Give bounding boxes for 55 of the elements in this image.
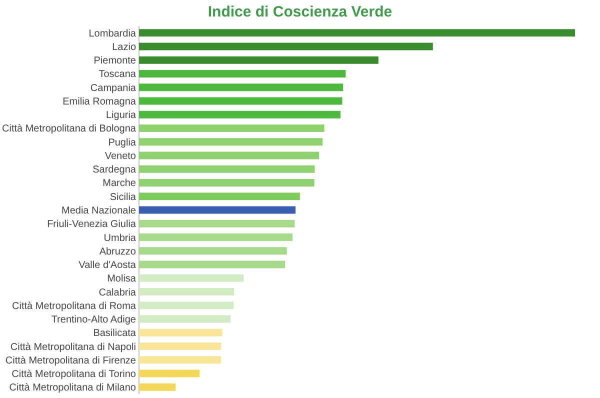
y-tick-label: Campania xyxy=(90,82,136,94)
y-tick-label: Città Metropolitana di Firenze xyxy=(5,355,136,366)
bar xyxy=(139,29,576,37)
y-tick-label: Città Metropolitana di Torino xyxy=(12,369,136,380)
bar xyxy=(139,97,342,105)
bar xyxy=(139,165,315,173)
y-tick-label: Toscana xyxy=(98,69,136,80)
y-tick-label: Lombardia xyxy=(88,28,136,40)
bar xyxy=(139,288,234,296)
y-tick-label: Friuli-Venezia Giulia xyxy=(47,219,136,230)
bar xyxy=(139,260,286,268)
y-tick-label: Sardegna xyxy=(92,164,136,176)
bar xyxy=(139,247,287,255)
bar xyxy=(139,56,378,64)
bar xyxy=(139,328,222,336)
bar xyxy=(139,315,231,323)
bar xyxy=(139,110,340,118)
y-tick-label: Città Metropolitana di Bologna xyxy=(2,124,136,135)
bar xyxy=(139,192,300,200)
bar xyxy=(139,178,314,186)
bar xyxy=(139,342,221,350)
bar xyxy=(139,42,433,50)
bar xyxy=(139,206,296,214)
y-tick-label: Città Metropolitana di Napoli xyxy=(10,342,136,353)
y-tick-label: Città Metropolitana di Roma xyxy=(12,300,136,312)
y-tick-label: Piemonte xyxy=(94,56,136,67)
bar xyxy=(139,234,292,242)
bar xyxy=(139,356,221,364)
y-tick-label: Molisa xyxy=(107,274,136,285)
bar xyxy=(139,302,234,310)
bar xyxy=(139,220,295,228)
y-tick-label: Veneto xyxy=(104,150,136,162)
y-tick-label: Liguria xyxy=(106,110,136,122)
bar xyxy=(139,84,344,92)
y-tick-label: Media Nazionale xyxy=(62,206,136,216)
y-tick-label: Puglia xyxy=(108,137,136,148)
bar xyxy=(139,70,346,78)
bar xyxy=(139,383,176,391)
y-tick-label: Trentino-Alto Adige xyxy=(51,314,136,326)
y-tick-label: Basilicata xyxy=(93,328,136,340)
y-tick-label: Emilia Romagna xyxy=(62,96,136,108)
y-tick-label: Città Metropolitana di Milano xyxy=(9,382,136,394)
y-tick-label: Sicilia xyxy=(110,192,136,203)
bar xyxy=(139,138,323,146)
bar xyxy=(139,124,324,132)
y-tick-label: Umbria xyxy=(104,232,136,244)
chart-title: Indice di Coscienza Verde xyxy=(208,3,392,20)
y-tick-label: Lazio xyxy=(112,42,136,53)
bar xyxy=(139,274,244,282)
y-tick-label: Abruzzo xyxy=(99,246,136,258)
y-tick-label: Calabria xyxy=(98,287,136,298)
y-tick-label: Marche xyxy=(102,178,136,190)
y-tick-label: Valle d'Aosta xyxy=(78,260,136,272)
bar xyxy=(139,152,320,160)
bar xyxy=(139,370,200,378)
